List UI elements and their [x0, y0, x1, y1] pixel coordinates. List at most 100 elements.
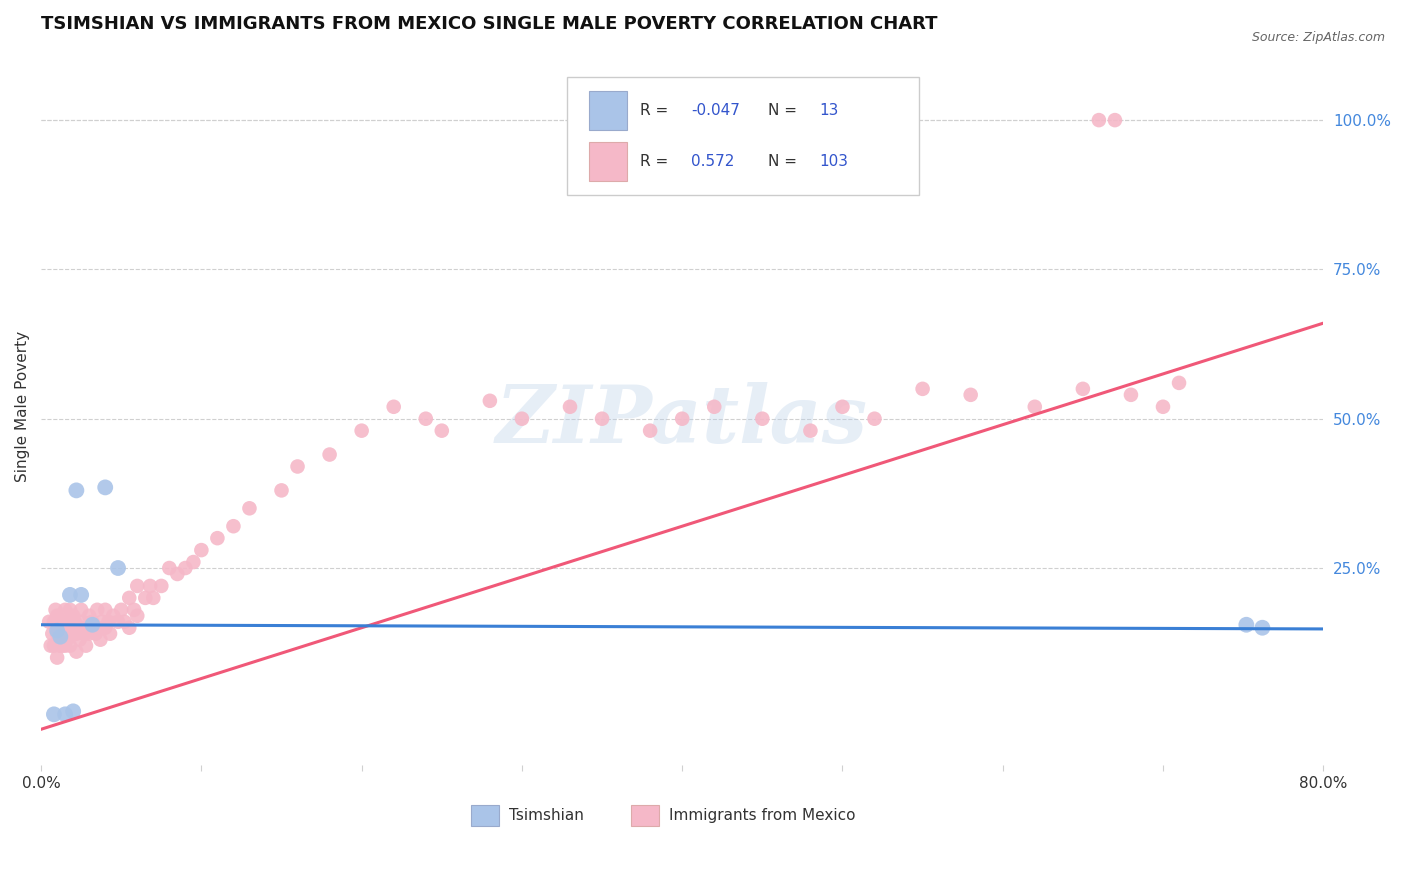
Text: 103: 103: [820, 154, 848, 169]
Point: [103, 608, 125, 623]
Point: [60, 621, 83, 635]
Point: [1104, 113, 1126, 128]
Point: [65, 483, 87, 498]
Point: [83, 621, 105, 635]
Point: [98, 626, 121, 640]
Point: [41, 626, 63, 640]
Point: [70, 588, 93, 602]
Point: [53, 603, 76, 617]
Point: [44, 603, 66, 617]
Point: [110, 603, 132, 617]
Point: [1119, 388, 1142, 402]
Point: [671, 411, 693, 425]
Point: [59, 588, 82, 602]
Point: [735, 113, 758, 128]
Point: [62, 626, 84, 640]
Point: [1234, 617, 1257, 632]
Text: Immigrants from Mexico: Immigrants from Mexico: [669, 808, 856, 822]
Point: [66, 621, 89, 635]
Point: [63, 615, 86, 629]
Point: [190, 543, 212, 558]
Bar: [471, 805, 499, 826]
Point: [91, 615, 114, 629]
Point: [591, 411, 613, 425]
Point: [46, 650, 69, 665]
Point: [183, 555, 205, 569]
Point: [751, 411, 773, 425]
Point: [107, 561, 129, 575]
Text: -0.047: -0.047: [692, 103, 740, 118]
Text: Tsimshian: Tsimshian: [509, 808, 583, 822]
Point: [42, 707, 65, 722]
Point: [703, 400, 725, 414]
Point: [415, 411, 437, 425]
Text: Source: ZipAtlas.com: Source: ZipAtlas.com: [1251, 31, 1385, 45]
Point: [510, 411, 533, 425]
Point: [94, 603, 117, 617]
FancyBboxPatch shape: [567, 77, 920, 195]
Point: [52, 621, 75, 635]
Text: 0.572: 0.572: [692, 154, 734, 169]
Text: R =: R =: [640, 154, 673, 169]
Point: [42, 639, 65, 653]
Point: [62, 608, 84, 623]
Point: [97, 615, 120, 629]
Point: [86, 621, 108, 635]
Point: [1152, 400, 1174, 414]
Point: [287, 459, 309, 474]
Text: N =: N =: [768, 103, 801, 118]
Point: [72, 615, 94, 629]
Point: [62, 704, 84, 718]
Point: [142, 591, 165, 605]
Point: [51, 639, 73, 653]
Point: [122, 603, 145, 617]
Point: [318, 448, 340, 462]
Point: [38, 615, 60, 629]
Text: N =: N =: [768, 154, 801, 169]
Point: [49, 626, 72, 640]
Point: [799, 424, 821, 438]
Point: [1088, 113, 1111, 128]
Point: [94, 480, 117, 494]
Point: [166, 566, 188, 581]
Point: [46, 608, 69, 623]
Point: [53, 639, 76, 653]
Point: [82, 617, 104, 632]
Point: [118, 621, 141, 635]
Point: [65, 645, 87, 659]
Point: [55, 615, 77, 629]
Point: [831, 400, 853, 414]
Point: [382, 400, 405, 414]
Point: [1024, 400, 1046, 414]
Point: [1168, 376, 1191, 390]
Bar: [589, 91, 627, 130]
Point: [46, 624, 69, 638]
Point: [1071, 382, 1094, 396]
Point: [270, 483, 292, 498]
Point: [49, 639, 72, 653]
Point: [718, 113, 741, 128]
Point: [59, 639, 82, 653]
Point: [53, 707, 76, 722]
Point: [77, 626, 100, 640]
Point: [478, 393, 501, 408]
Bar: [589, 143, 627, 181]
Point: [107, 615, 129, 629]
Y-axis label: Single Male Poverty: Single Male Poverty: [15, 331, 30, 483]
Point: [49, 630, 72, 644]
Point: [39, 639, 62, 653]
Point: [207, 531, 229, 545]
Point: [89, 632, 111, 647]
Point: [222, 519, 245, 533]
Point: [48, 621, 70, 635]
Point: [238, 501, 260, 516]
Point: [70, 621, 93, 635]
Point: [69, 632, 91, 647]
Point: [114, 615, 136, 629]
Point: [134, 591, 156, 605]
Bar: [631, 805, 659, 826]
Point: [150, 579, 173, 593]
Point: [59, 603, 82, 617]
Point: [75, 639, 97, 653]
Point: [174, 561, 197, 575]
